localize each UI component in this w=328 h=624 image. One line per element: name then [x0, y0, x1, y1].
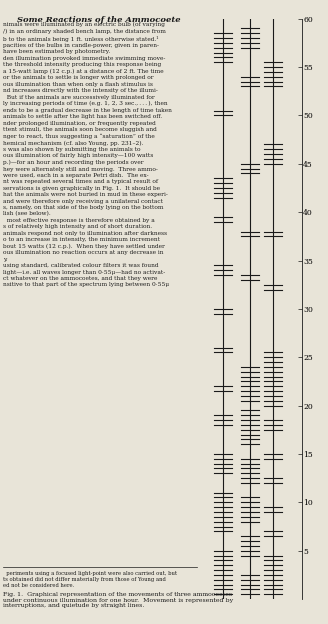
Text: Fig. 1.  Graphical representation of the movements of three ammocoetes
under con: Fig. 1. Graphical representation of the … [3, 592, 234, 608]
Text: nimals were illuminated by an electric bulb (of varying
/) in an ordinary shaded: nimals were illuminated by an electric b… [3, 22, 172, 287]
Text: periments using a focused light-point were also carried out, but
ts obtained did: periments using a focused light-point we… [3, 571, 177, 588]
Text: Some Reactions of the Ammocoete: Some Reactions of the Ammocoete [17, 16, 180, 24]
